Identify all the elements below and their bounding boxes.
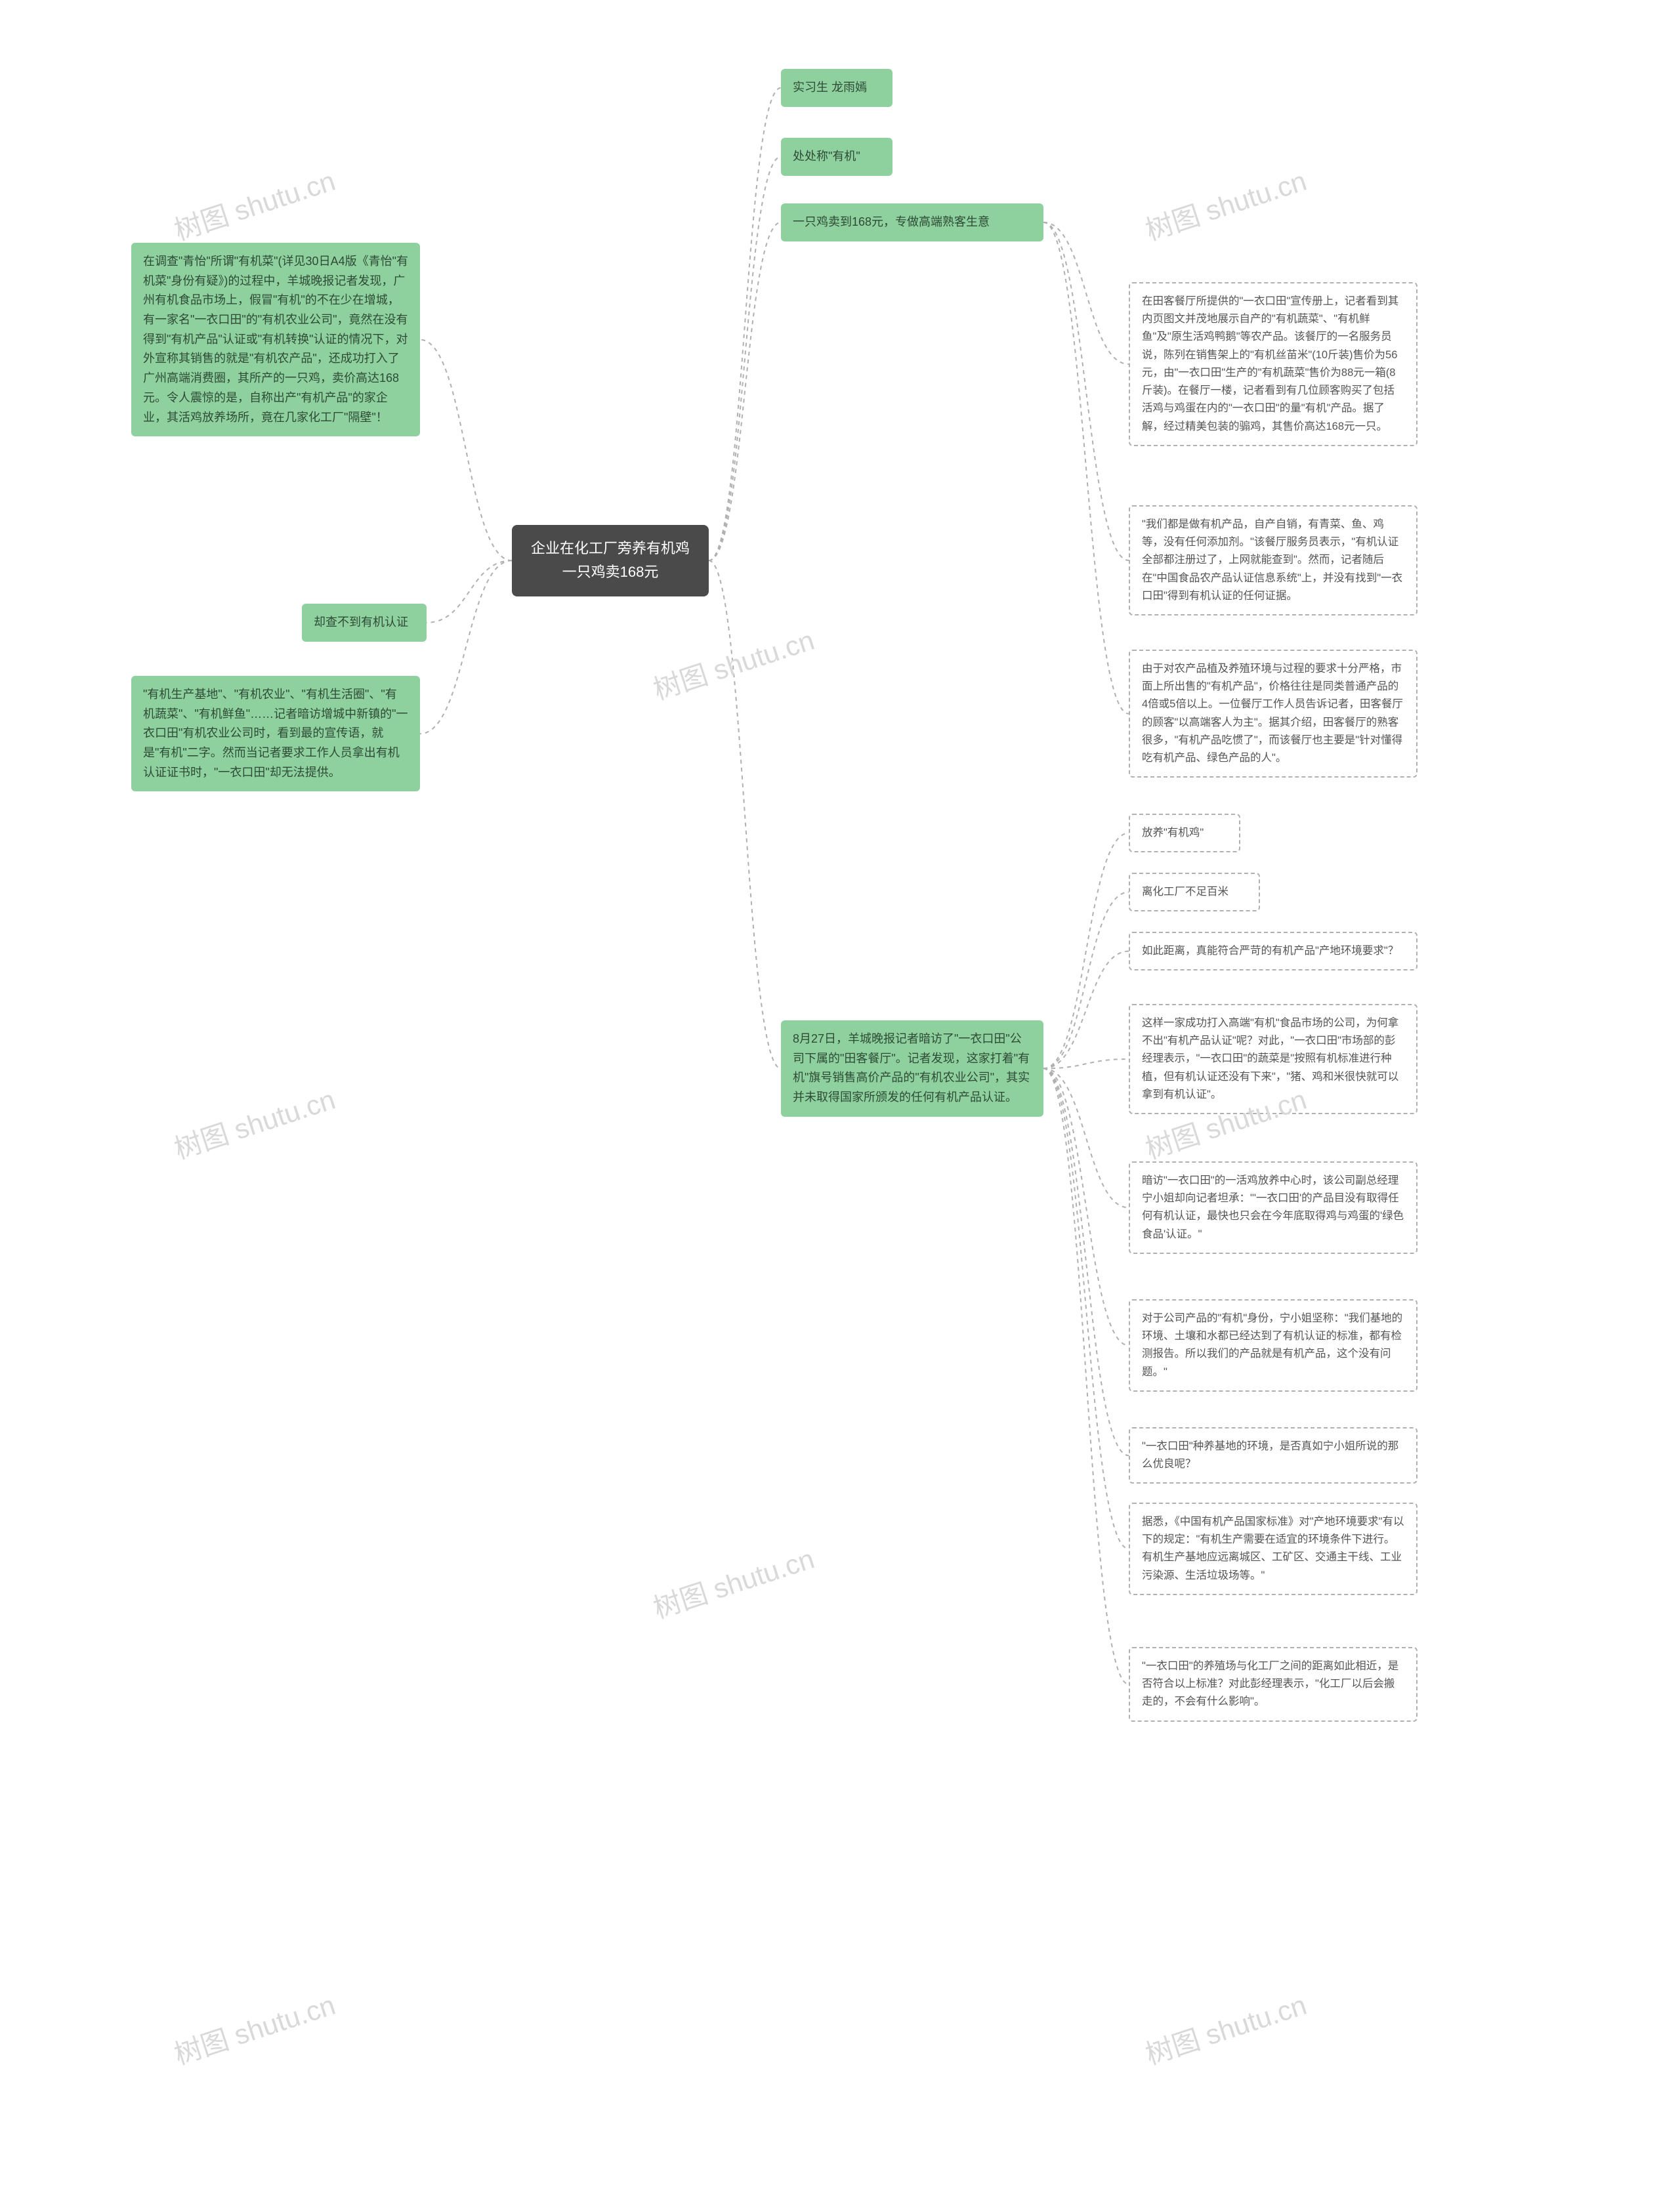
leaf-ning-claim: 对于公司产品的"有机"身份，宁小姐坚称："我们基地的环境、土壤和水都已经达到了有… — [1129, 1299, 1418, 1392]
watermark: 树图 shutu.cn — [648, 618, 819, 708]
watermark: 树图 shutu.cn — [169, 1077, 340, 1167]
node-text: 处处称"有机" — [793, 150, 860, 163]
right-node-intern: 实习生 龙雨嫣 — [781, 69, 892, 107]
left-node-intro: 在调查"青怡"所谓"有机菜"(详见30日A4版《青怡"有机菜"身份有疑》)的过程… — [131, 243, 420, 436]
watermark: 树图 shutu.cn — [169, 1983, 340, 2073]
node-text: 在调查"青怡"所谓"有机菜"(详见30日A4版《青怡"有机菜"身份有疑》)的过程… — [143, 255, 408, 424]
leaf-distance: 离化工厂不足百米 — [1129, 873, 1260, 911]
right-node-aug27: 8月27日，羊城晚报记者暗访了"一衣口田"公司下属的"田客餐厅"。记者发现，这家… — [781, 1020, 1043, 1117]
leaf-peng-reply: "一衣口田"的养殖场与化工厂之间的距离如此相近，是否符合以上标准？对此彭经理表示… — [1129, 1647, 1418, 1722]
node-text: 对于公司产品的"有机"身份，宁小姐坚称："我们基地的环境、土壤和水都已经达到了有… — [1142, 1312, 1402, 1378]
watermark: 树图 shutu.cn — [1140, 159, 1311, 249]
watermark: 树图 shutu.cn — [169, 159, 340, 249]
node-text: 据悉，《中国有机产品国家标准》对"产地环境要求"有以下的规定："有机生产需要在适… — [1142, 1516, 1404, 1581]
node-text: "我们都是做有机产品，自产自销，有青菜、鱼、鸡等，没有任何添加剂。"该餐厅服务员… — [1142, 518, 1402, 602]
node-text: 放养"有机鸡" — [1142, 827, 1204, 839]
leaf-free-range: 放养"有机鸡" — [1129, 814, 1240, 852]
root-node: 企业在化工厂旁养有机鸡一只鸡卖168元 — [512, 525, 709, 596]
watermark: 树图 shutu.cn — [648, 1537, 819, 1627]
leaf-brochure: 在田客餐厅所提供的"一衣口田"宣传册上，记者看到其内页图文并茂地展示自产的"有机… — [1129, 282, 1418, 446]
left-node-slogans: "有机生产基地"、"有机农业"、"有机生活圈"、"有机蔬菜"、"有机鲜鱼"……记… — [131, 676, 420, 791]
node-text: 却查不到有机认证 — [314, 615, 408, 629]
node-text: 由于对农产品植及养殖环境与过程的要求十分严格，市面上所出售的"有机产品"，价格往… — [1142, 663, 1403, 764]
node-text: 一只鸡卖到168元，专做高端熟客生意 — [793, 215, 990, 228]
node-text: 暗访"一衣口田"的一活鸡放养中心时，该公司副总经理宁小姐却向记者坦承："'一衣口… — [1142, 1175, 1404, 1240]
node-text: 实习生 龙雨嫣 — [793, 81, 867, 94]
node-text: 在田客餐厅所提供的"一衣口田"宣传册上，记者看到其内页图文并茂地展示自产的"有机… — [1142, 295, 1398, 432]
node-text: 这样一家成功打入高端"有机"食品市场的公司，为何拿不出"有机产品认证"呢？对此，… — [1142, 1017, 1398, 1100]
left-node-no-cert: 却查不到有机认证 — [302, 604, 427, 642]
node-text: "一衣口田"种养基地的环境，是否真如宁小姐所说的那么优良呢？ — [1142, 1440, 1398, 1470]
leaf-env-question: "一衣口田"种养基地的环境，是否真如宁小姐所说的那么优良呢？ — [1129, 1427, 1418, 1484]
right-node-168yuan: 一只鸡卖到168元，专做高端熟客生意 — [781, 203, 1043, 241]
node-text: 离化工厂不足百米 — [1142, 886, 1228, 898]
node-text: "一衣口田"的养殖场与化工厂之间的距离如此相近，是否符合以上标准？对此彭经理表示… — [1142, 1660, 1398, 1707]
node-text: "有机生产基地"、"有机农业"、"有机生活圈"、"有机蔬菜"、"有机鲜鱼"……记… — [143, 688, 408, 779]
root-text: 企业在化工厂旁养有机鸡一只鸡卖168元 — [531, 540, 690, 580]
leaf-ning-admission: 暗访"一衣口田"的一活鸡放养中心时，该公司副总经理宁小姐却向记者坦承："'一衣口… — [1129, 1161, 1418, 1254]
watermark: 树图 shutu.cn — [1140, 1983, 1311, 2073]
leaf-price-compare: 由于对农产品植及养殖环境与过程的要求十分严格，市面上所出售的"有机产品"，价格往… — [1129, 650, 1418, 778]
leaf-question: 如此距离，真能符合严苛的有机产品"产地环境要求"？ — [1129, 932, 1418, 970]
right-node-organic-everywhere: 处处称"有机" — [781, 138, 892, 176]
leaf-waiter-claim: "我们都是做有机产品，自产自销，有青菜、鱼、鸡等，没有任何添加剂。"该餐厅服务员… — [1129, 505, 1418, 615]
leaf-peng-manager: 这样一家成功打入高端"有机"食品市场的公司，为何拿不出"有机产品认证"呢？对此，… — [1129, 1004, 1418, 1114]
node-text: 如此距离，真能符合严苛的有机产品"产地环境要求"？ — [1142, 945, 1398, 957]
node-text: 8月27日，羊城晚报记者暗访了"一衣口田"公司下属的"田客餐厅"。记者发现，这家… — [793, 1032, 1030, 1104]
leaf-national-std: 据悉，《中国有机产品国家标准》对"产地环境要求"有以下的规定："有机生产需要在适… — [1129, 1503, 1418, 1595]
